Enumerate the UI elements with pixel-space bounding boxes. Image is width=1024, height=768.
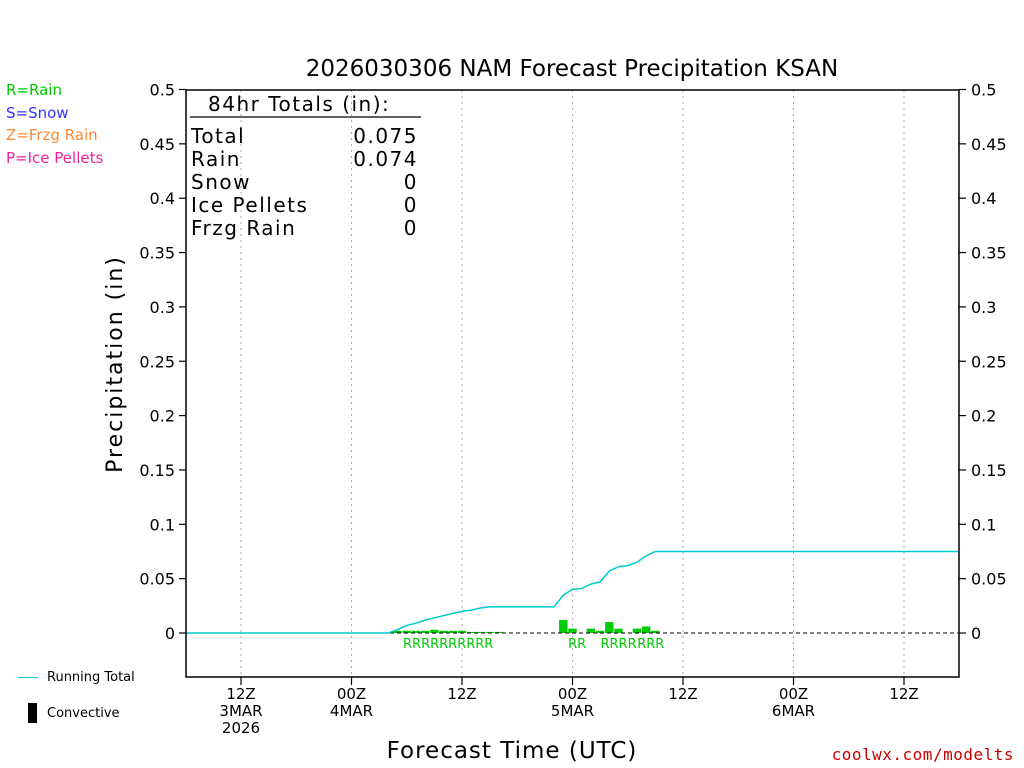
legend-snow: S=Snow bbox=[6, 104, 69, 122]
ytick-label-right-7: 0.35 bbox=[971, 244, 1007, 263]
xtick-label-5-0: 00Z bbox=[779, 685, 808, 703]
rain-bar-4 bbox=[430, 629, 439, 633]
rain-bar-16 bbox=[605, 622, 614, 633]
ytick-label-right-2: 0.1 bbox=[971, 515, 996, 534]
grid-lines bbox=[240, 90, 905, 677]
y-axis-label: Precipitation (in) bbox=[103, 255, 128, 473]
totals-label-4: Frzg Rain bbox=[191, 216, 296, 240]
rain-bar-20 bbox=[651, 630, 660, 633]
rain-bar-10 bbox=[485, 631, 494, 633]
ytick-label-left-10: 0.5 bbox=[150, 81, 175, 100]
rain-bar-0 bbox=[393, 630, 402, 633]
xtick-label-2-0: 12Z bbox=[447, 685, 476, 703]
totals-value-0: 0.075 bbox=[353, 124, 418, 148]
precip-label-3: RRR bbox=[637, 637, 664, 652]
legend-rain: R=Rain bbox=[6, 81, 62, 99]
totals-value-3: 0 bbox=[404, 193, 418, 217]
xtick-label-4-0: 12Z bbox=[668, 685, 697, 703]
precip-label-1: RR bbox=[568, 637, 586, 652]
rain-bar-8 bbox=[466, 631, 476, 633]
totals-value-4: 0 bbox=[404, 216, 418, 240]
ytick-label-left-7: 0.35 bbox=[139, 244, 175, 263]
totals-value-2: 0 bbox=[404, 170, 418, 194]
ytick-label-left-1: 0.05 bbox=[139, 570, 175, 589]
xtick-label-0-1: 3MAR bbox=[219, 702, 262, 720]
precip-type-labels: RRRRRRRRRR RR RRRR RRR bbox=[403, 637, 664, 652]
totals-box: 84hr Totals (in): Total 0.075 Rain 0.074 Snow… bbox=[190, 92, 421, 240]
credit-text: coolwx.com/modelts bbox=[831, 745, 1014, 764]
ytick-label-right-6: 0.3 bbox=[971, 298, 996, 317]
rain-bar-2 bbox=[411, 630, 421, 633]
rain-bar-3 bbox=[420, 630, 430, 633]
ytick-label-right-3: 0.15 bbox=[971, 461, 1007, 480]
ytick-label-left-5: 0.25 bbox=[139, 352, 175, 371]
totals-label-2: Snow bbox=[191, 170, 251, 194]
ytick-label-left-8: 0.4 bbox=[150, 189, 175, 208]
ytick-label-right-1: 0.05 bbox=[971, 570, 1007, 589]
precip-label-2: RRRR bbox=[600, 637, 636, 652]
totals-value-1: 0.074 bbox=[353, 147, 418, 171]
totals-label-3: Ice Pellets bbox=[191, 193, 308, 217]
ytick-label-left-3: 0.15 bbox=[139, 461, 175, 480]
xtick-label-1-1: 4MAR bbox=[330, 702, 373, 720]
ytick-label-right-4: 0.2 bbox=[971, 407, 996, 426]
rain-bar-18 bbox=[632, 628, 642, 633]
ytick-label-left-9: 0.45 bbox=[139, 135, 175, 154]
ytick-label-left-4: 0.2 bbox=[150, 407, 175, 426]
rain-bar-5 bbox=[439, 630, 448, 633]
ytick-label-right-0: 0 bbox=[971, 624, 981, 643]
rain-bar-14 bbox=[586, 628, 596, 633]
convective-legend: Convective bbox=[47, 706, 120, 721]
xtick-label-5-1: 6MAR bbox=[772, 702, 815, 720]
ytick-label-right-8: 0.4 bbox=[971, 189, 996, 208]
xtick-label-1-0: 00Z bbox=[337, 685, 366, 703]
ytick-label-right-9: 0.45 bbox=[971, 135, 1007, 154]
totals-label-0: Total bbox=[190, 124, 245, 148]
ytick-label-left-0: 0 bbox=[165, 624, 175, 643]
convective-swatch bbox=[28, 703, 37, 723]
xtick-label-3-1: 5MAR bbox=[551, 702, 594, 720]
xtick-label-0-0: 12Z bbox=[226, 685, 255, 703]
chart-title: 2026030306 NAM Forecast Precipitation KS… bbox=[306, 56, 839, 82]
rain-bar-6 bbox=[448, 630, 458, 633]
xtick-label-6-0: 12Z bbox=[889, 685, 918, 703]
x-axis-label: Forecast Time (UTC) bbox=[387, 738, 638, 764]
ytick-label-left-6: 0.3 bbox=[150, 298, 175, 317]
running-total-swatch bbox=[18, 677, 38, 678]
legend-ice-pellets: P=Ice Pellets bbox=[6, 149, 104, 167]
rain-bars bbox=[393, 619, 660, 633]
ytick-label-left-2: 0.1 bbox=[150, 515, 175, 534]
running-total-line bbox=[185, 550, 960, 634]
rain-bar-19 bbox=[641, 626, 651, 633]
rain-bar-13 bbox=[568, 628, 577, 633]
xtick-label-3-0: 00Z bbox=[558, 685, 587, 703]
totals-heading: 84hr Totals (in): bbox=[208, 92, 390, 116]
running-total-legend: Running Total bbox=[47, 670, 135, 685]
rain-bar-12 bbox=[559, 619, 568, 633]
totals-label-1: Rain bbox=[191, 147, 241, 171]
rain-bar-7 bbox=[457, 630, 467, 633]
rain-bar-9 bbox=[476, 631, 485, 633]
y-axis-left: 0 0.05 0.1 0.15 0.2 0.25 0.3 0.35 0.4 0.45 0.5 bbox=[139, 81, 186, 643]
rain-bar-1 bbox=[402, 630, 411, 633]
rain-bar-11 bbox=[494, 631, 504, 633]
xtick-label-0-2: 2026 bbox=[222, 719, 260, 737]
ytick-label-right-5: 0.25 bbox=[971, 352, 1007, 371]
rain-bar-15 bbox=[595, 630, 605, 633]
legend-frzg-rain: Z=Frzg Rain bbox=[6, 126, 98, 144]
precip-label-0: RRRRRRRRRR bbox=[403, 637, 493, 652]
rain-bar-17 bbox=[614, 628, 623, 633]
y-axis-right: 0 0.05 0.1 0.15 0.2 0.25 0.3 0.35 0.4 0.45 0.5 bbox=[959, 81, 1007, 643]
ytick-label-right-10: 0.5 bbox=[971, 81, 996, 100]
